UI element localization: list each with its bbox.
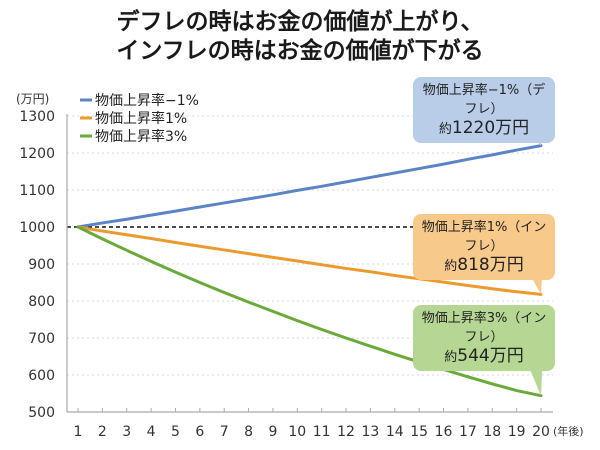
x-tick-label: 8 bbox=[244, 424, 253, 440]
x-tick-label: 16 bbox=[435, 424, 453, 440]
x-tick-label: 15 bbox=[410, 424, 428, 440]
chart-title-line-1: デフレの時はお金の価値が上がり、 bbox=[116, 9, 484, 35]
callout-label: 物価上昇率−1%（デフレ） bbox=[422, 83, 546, 117]
y-tick-label: 1000 bbox=[19, 220, 55, 236]
y-tick-label: 900 bbox=[28, 257, 55, 273]
series-line-0 bbox=[76, 144, 543, 229]
callout-value: 544万円 bbox=[457, 346, 524, 366]
y-axis-label: (万円) bbox=[16, 92, 49, 106]
callout-deflation-minus1: 物価上昇率−1%（デフレ） 約1220万円 bbox=[413, 77, 555, 143]
callout-label: 物価上昇率3%（インフレ） bbox=[421, 311, 547, 345]
callout-prefix: 約 bbox=[444, 259, 458, 274]
callout-inflation-3: 物価上昇率3%（インフレ） 約544万円 bbox=[413, 305, 555, 371]
x-tick-label: 14 bbox=[386, 424, 404, 440]
x-tick-label: 17 bbox=[459, 424, 477, 440]
callout-value: 1220万円 bbox=[451, 118, 530, 138]
y-tick-label: 1100 bbox=[19, 183, 55, 199]
x-tick-label: 4 bbox=[147, 424, 156, 440]
y-tick-label: 500 bbox=[28, 405, 55, 421]
callout-prefix: 約 bbox=[444, 350, 458, 365]
series-line-2 bbox=[76, 225, 543, 398]
x-tick-label: 20 bbox=[532, 424, 550, 440]
x-tick-label: 7 bbox=[220, 424, 229, 440]
legend: 物価上昇率−1%物価上昇率1%物価上昇率3% bbox=[80, 92, 199, 145]
x-tick-label: 1 bbox=[74, 424, 83, 440]
callout-prefix: 約 bbox=[438, 122, 452, 137]
callout-inflation-1: 物価上昇率1%（インフレ） 約818万円 bbox=[413, 214, 555, 280]
callout-value: 818万円 bbox=[457, 255, 524, 275]
callout-label: 物価上昇率1%（インフレ） bbox=[421, 220, 547, 254]
y-tick-label: 700 bbox=[28, 331, 55, 347]
y-tick-label: 1200 bbox=[19, 146, 55, 162]
x-tick-label: 6 bbox=[195, 424, 204, 440]
x-tick-label: 3 bbox=[122, 424, 131, 440]
chart-title: デフレの時はお金の価値が上がり、 インフレの時はお金の価値が下がる bbox=[0, 8, 600, 66]
legend-label-0: 物価上昇率−1% bbox=[95, 92, 199, 109]
x-tick-label: 19 bbox=[508, 424, 526, 440]
chart-title-line-2: インフレの時はお金の価値が下がる bbox=[116, 38, 484, 64]
series-lines bbox=[76, 144, 543, 398]
x-axis-label: (年後) bbox=[553, 424, 584, 438]
x-tick-label: 9 bbox=[268, 424, 277, 440]
x-tick-label: 18 bbox=[483, 424, 501, 440]
series-line-1 bbox=[76, 225, 543, 296]
y-tick-label: 1300 bbox=[19, 109, 55, 125]
x-tick-label: 10 bbox=[288, 424, 306, 440]
x-tick-label: 2 bbox=[98, 424, 107, 440]
y-tick-label: 800 bbox=[28, 294, 55, 310]
legend-label-2: 物価上昇率3% bbox=[95, 128, 187, 145]
legend-label-1: 物価上昇率1% bbox=[95, 110, 187, 127]
x-tick-label: 5 bbox=[171, 424, 180, 440]
x-tick-label: 12 bbox=[337, 424, 355, 440]
y-tick-label: 600 bbox=[28, 368, 55, 384]
x-tick-label: 13 bbox=[362, 424, 380, 440]
x-tick-label: 11 bbox=[313, 424, 331, 440]
